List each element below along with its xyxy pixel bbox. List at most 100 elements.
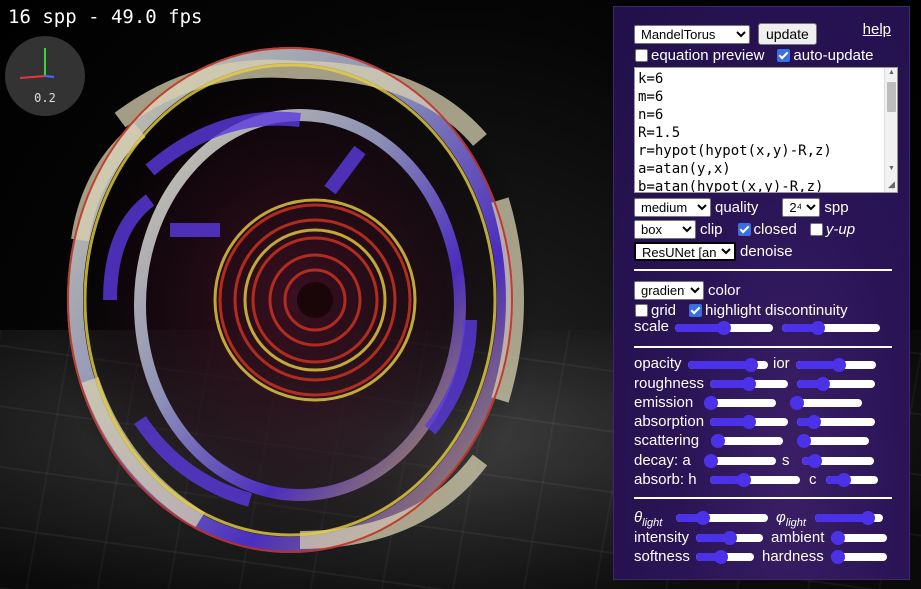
resize-handle-icon[interactable]: ◢ (888, 179, 895, 189)
slider-knob[interactable] (742, 415, 756, 429)
slider-knob[interactable] (832, 358, 847, 372)
absorb-c-label: c (809, 471, 817, 488)
softness-slider[interactable] (696, 550, 754, 564)
slider-knob[interactable] (742, 377, 756, 391)
absorb-c-slider[interactable] (826, 473, 878, 487)
ambient-slider[interactable] (831, 531, 887, 545)
quality-select[interactable]: medium (634, 197, 711, 217)
absorption-slider-2[interactable] (797, 415, 875, 429)
slider-fill (696, 553, 721, 561)
axis-gizmo[interactable]: 0.2 (5, 36, 85, 116)
scale-label: scale (634, 318, 670, 335)
auto-update-checkbox[interactable] (777, 48, 791, 62)
hardness-slider[interactable] (831, 550, 887, 564)
divider (634, 269, 892, 271)
equation-line: r=hypot(hypot(x,y)-R,z) (638, 143, 832, 159)
slider-knob[interactable] (860, 511, 875, 525)
slider-knob[interactable] (837, 473, 852, 487)
slider-knob[interactable] (695, 511, 710, 525)
scroll-down-icon[interactable]: ▼ (888, 165, 895, 172)
absorb-label: absorb: h (634, 471, 697, 488)
rendered-torus-image (50, 30, 540, 570)
equation-line: n=6 (638, 107, 664, 123)
scroll-up-icon[interactable]: ▲ (888, 69, 895, 76)
grid-checkbox[interactable] (635, 303, 648, 317)
slider-knob[interactable] (711, 434, 725, 448)
slider-fill (676, 514, 703, 522)
slider-knob[interactable] (713, 550, 728, 564)
scroll-thumb[interactable] (887, 82, 896, 112)
update-button[interactable]: update (758, 23, 817, 45)
absorption-slider[interactable] (710, 415, 788, 429)
emission-slider[interactable] (704, 396, 776, 410)
equation-line: b=atan(hypot(x,y)-R,z) (638, 179, 824, 193)
emission-slider-2[interactable] (790, 396, 862, 410)
preset-select[interactable]: MandelTorus (634, 24, 750, 44)
theta-light-slider[interactable] (676, 511, 768, 525)
slider-knob[interactable] (722, 531, 737, 545)
phi-light-label: φlight (776, 509, 806, 529)
slider-fill (675, 324, 724, 332)
roughness-slider-2[interactable] (797, 377, 875, 391)
slider-fill (797, 418, 814, 426)
preset-row: MandelTorus update (634, 23, 909, 45)
equation-preview-label: equation preview (651, 46, 765, 64)
slider-knob[interactable] (744, 358, 759, 372)
slider-knob[interactable] (704, 396, 718, 410)
decay-s-slider[interactable] (802, 454, 874, 468)
clip-select[interactable]: box (634, 219, 696, 239)
emission-label: emission (634, 394, 694, 411)
slider-knob[interactable] (797, 434, 811, 448)
spp-select[interactable]: 2⁴ (782, 197, 821, 217)
decay-a-slider[interactable] (704, 454, 776, 468)
spp-label: spp (824, 198, 849, 216)
y-up-checkbox[interactable] (809, 222, 823, 236)
closed-checkbox[interactable] (737, 222, 751, 236)
divider (634, 346, 892, 348)
opacity-slider[interactable] (688, 358, 768, 372)
phi-light-slider[interactable] (815, 511, 883, 525)
slider-knob[interactable] (816, 377, 831, 391)
slider-fill (796, 361, 840, 369)
slider-knob[interactable] (704, 454, 718, 468)
slider-knob[interactable] (736, 473, 751, 487)
control-panel: MandelTorus update help equation preview… (613, 6, 910, 580)
quality-label: quality (715, 198, 759, 216)
intensity-slider[interactable] (696, 531, 763, 545)
slider-knob[interactable] (790, 396, 804, 410)
scale-slider-1[interactable] (675, 321, 773, 335)
ambient-label: ambient (771, 529, 825, 546)
slider-fill (782, 324, 819, 332)
equation-scrollbar[interactable]: ▲ ▼ ◢ (884, 68, 897, 192)
help-link[interactable]: help (862, 21, 891, 38)
slider-knob[interactable] (717, 321, 731, 335)
ior-slider[interactable] (796, 358, 876, 372)
clip-row: box clip closed y-up (634, 219, 909, 239)
equation-line: k=6 (638, 71, 664, 87)
denoise-label: denoise (740, 242, 793, 260)
scattering-slider-2[interactable] (797, 434, 869, 448)
slider-knob[interactable] (831, 531, 845, 545)
absorb-h-slider[interactable] (710, 473, 800, 487)
fps-readout: 16 spp - 49.0 fps (8, 6, 203, 28)
roughness-slider[interactable] (710, 377, 788, 391)
axis-icon (19, 48, 55, 79)
denoise-row: ResUNet [an] denoise (634, 241, 909, 261)
equation-preview-checkbox[interactable] (635, 48, 648, 62)
slider-knob[interactable] (806, 415, 821, 429)
scattering-slider[interactable] (711, 434, 783, 448)
highlight-discontinuity-checkbox[interactable] (689, 303, 703, 317)
equation-textarea[interactable]: k=6 m=6 n=6 R=1.5 r=hypot(hypot(x,y)-R,z) a=a… (634, 67, 898, 193)
closed-label: closed (753, 220, 797, 238)
slider-knob[interactable] (807, 454, 822, 468)
slider-knob[interactable] (811, 321, 826, 335)
decay-label: decay: a (634, 452, 691, 469)
equation-line: m=6 (638, 89, 664, 105)
color-row: gradient color (634, 280, 909, 300)
color-select[interactable]: gradient (634, 280, 704, 300)
grid-label: grid (651, 301, 677, 319)
slider-knob[interactable] (831, 550, 845, 564)
scale-slider-2[interactable] (782, 321, 880, 335)
theta-light-label: θlight (634, 509, 663, 529)
denoise-select[interactable]: ResUNet [an] (634, 241, 736, 261)
